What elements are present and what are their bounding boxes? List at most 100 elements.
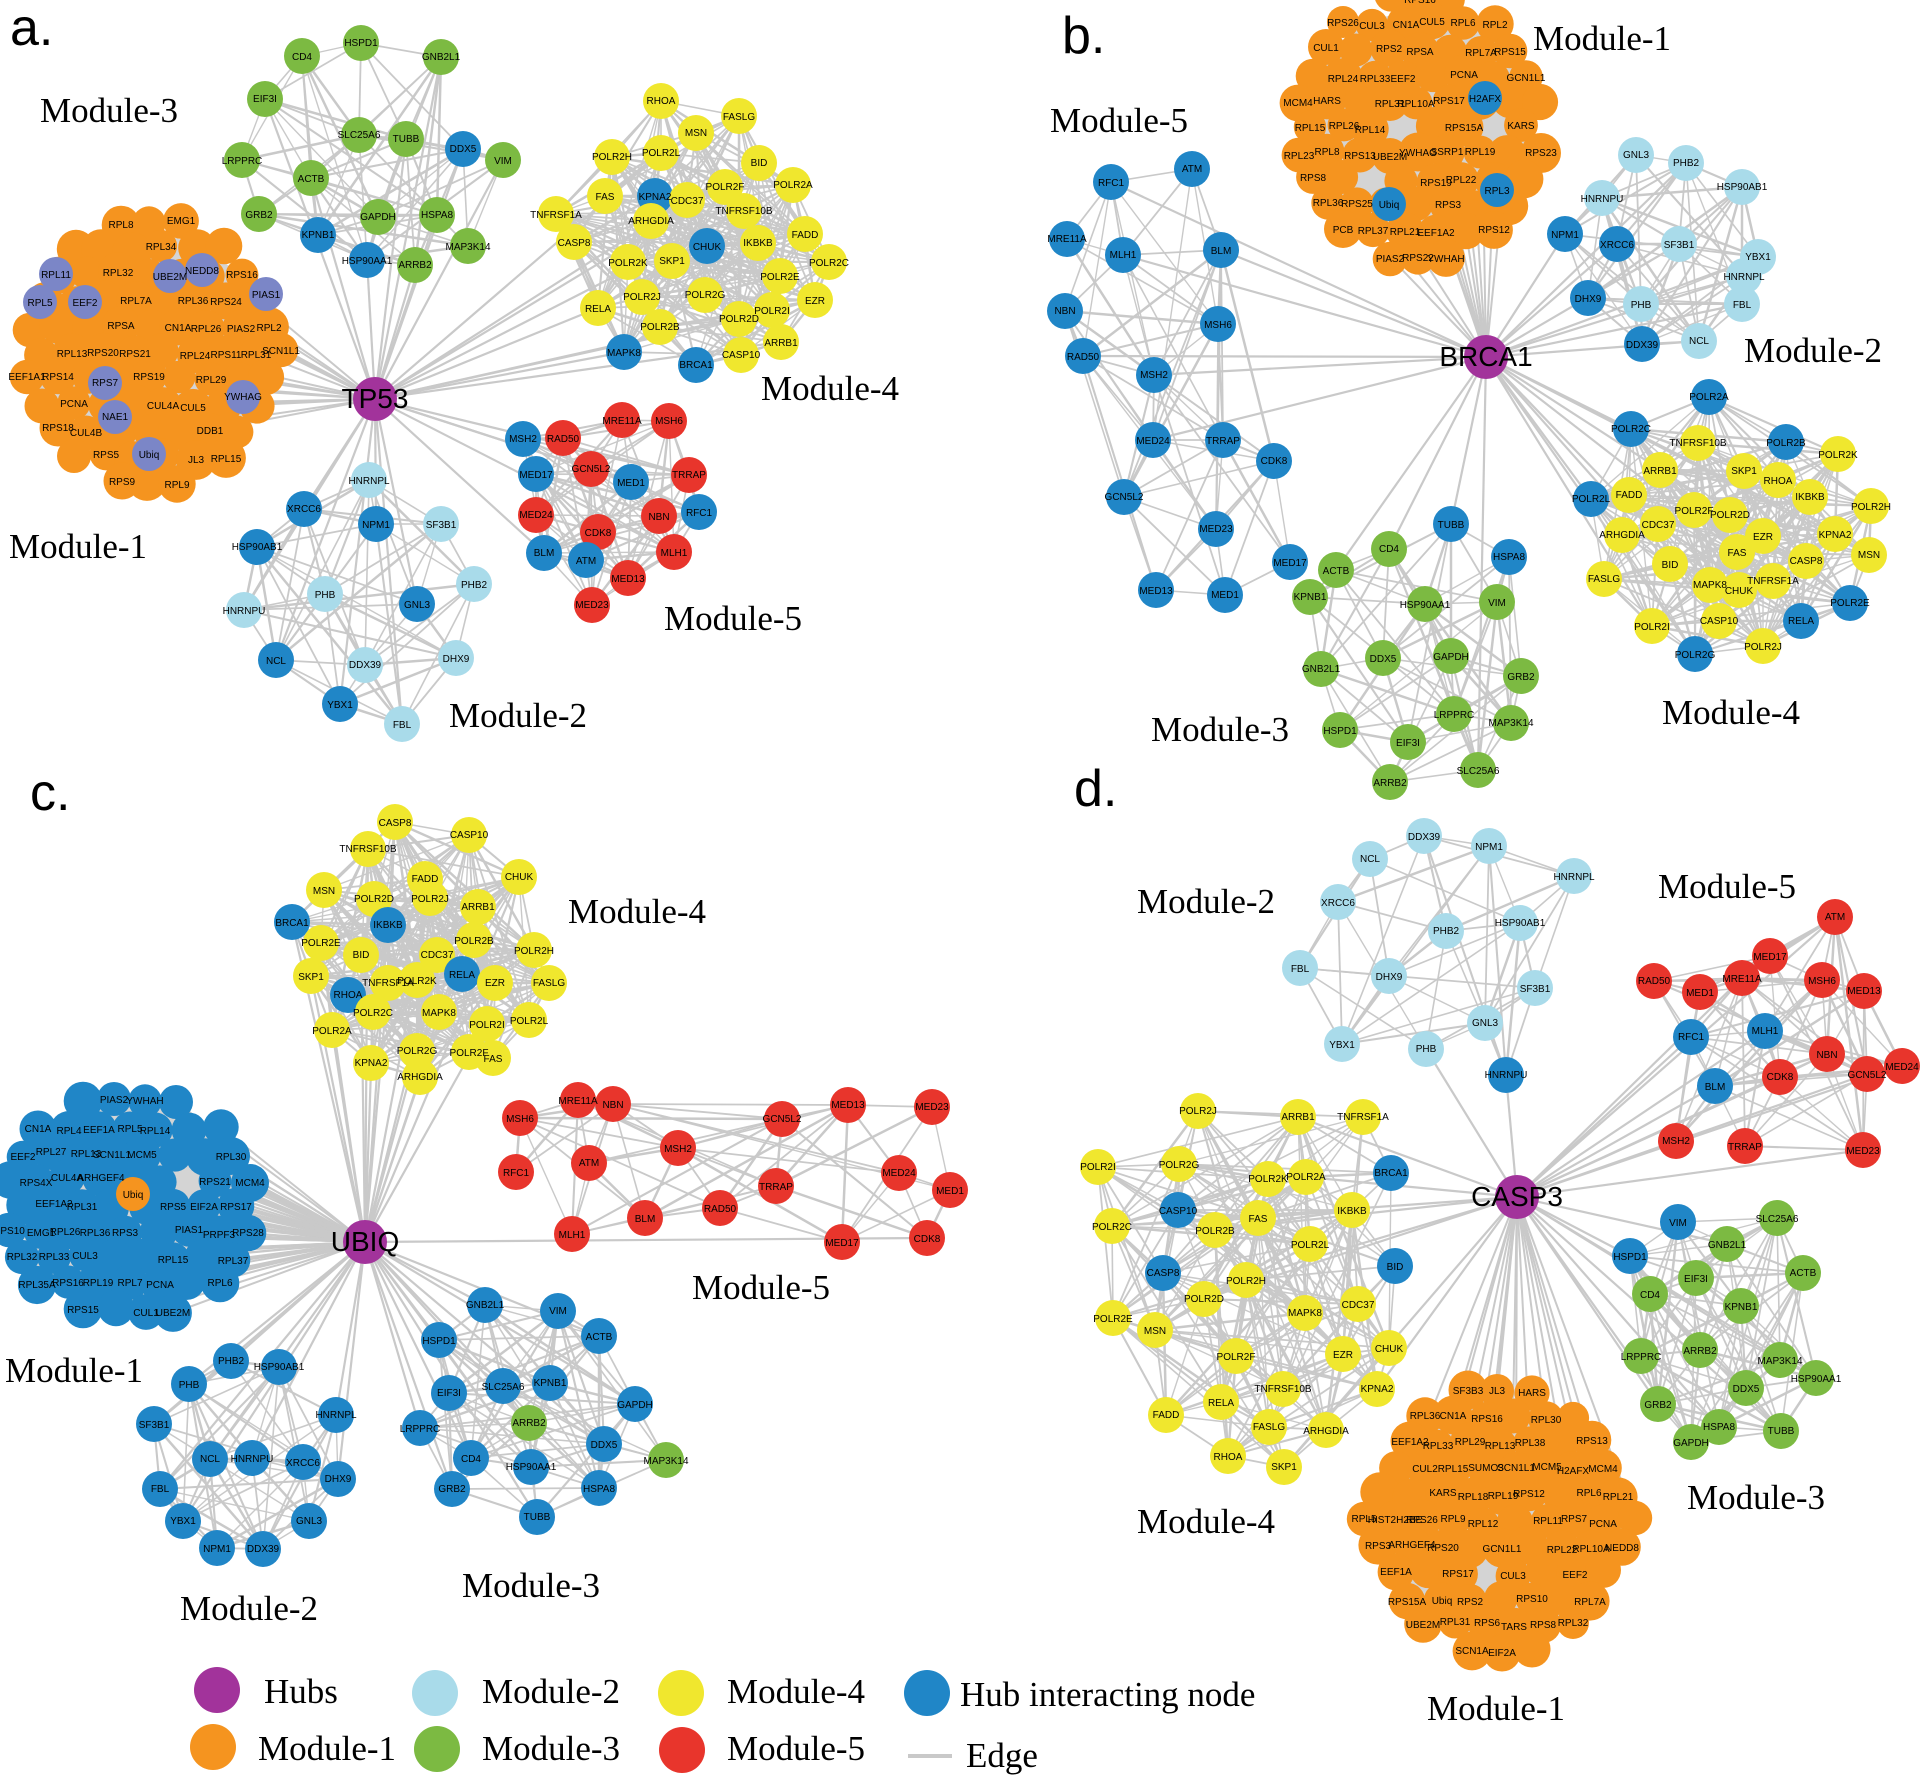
svg-text:BLM: BLM	[635, 1214, 656, 1225]
svg-text:Module-5: Module-5	[664, 599, 802, 638]
svg-text:DDX39: DDX39	[1626, 340, 1659, 351]
svg-text:POLR2C: POLR2C	[1092, 1222, 1132, 1233]
svg-text:FASLG: FASLG	[723, 112, 755, 123]
svg-text:SF3B3: SF3B3	[1453, 1386, 1484, 1397]
svg-text:MSN: MSN	[313, 886, 335, 897]
svg-text:PIAS1: PIAS1	[175, 1225, 204, 1236]
svg-text:RPS6: RPS6	[1474, 1618, 1501, 1629]
svg-text:RPL15: RPL15	[158, 1255, 189, 1266]
svg-text:GAPDH: GAPDH	[1433, 652, 1469, 663]
svg-text:RPS16: RPS16	[226, 270, 258, 281]
svg-text:HSP90AB1: HSP90AB1	[254, 1362, 305, 1373]
svg-text:GCN5L2: GCN5L2	[763, 1114, 802, 1125]
svg-text:RPL13: RPL13	[71, 1149, 102, 1160]
svg-text:EEF1A2: EEF1A2	[1417, 228, 1455, 239]
svg-text:CDK8: CDK8	[1261, 456, 1288, 467]
svg-text:RPS5: RPS5	[160, 1202, 187, 1213]
svg-text:KPNA2: KPNA2	[639, 192, 672, 203]
svg-text:TP53: TP53	[342, 383, 409, 414]
svg-text:ARHGEF4: ARHGEF4	[1388, 1540, 1436, 1551]
svg-text:RPS5: RPS5	[93, 450, 120, 461]
svg-text:Module-1: Module-1	[1427, 1689, 1565, 1728]
svg-text:FBL: FBL	[393, 720, 412, 731]
svg-text:Module-1: Module-1	[9, 527, 147, 566]
svg-text:MCM4: MCM4	[1588, 1464, 1618, 1475]
svg-text:MED1: MED1	[617, 478, 645, 489]
svg-text:RPL31: RPL31	[1440, 1617, 1471, 1628]
svg-text:ARRB1: ARRB1	[764, 338, 798, 349]
svg-text:POLR2G: POLR2G	[1675, 650, 1716, 661]
svg-text:NBN: NBN	[1054, 306, 1075, 317]
svg-text:DHX9: DHX9	[325, 1474, 352, 1485]
svg-text:RAD50: RAD50	[704, 1204, 737, 1215]
svg-text:RFC1: RFC1	[1678, 1032, 1705, 1043]
svg-text:MLH1: MLH1	[559, 1230, 586, 1241]
svg-text:FADD: FADD	[1153, 1410, 1180, 1421]
svg-text:RPL32: RPL32	[103, 268, 134, 279]
svg-text:RPS26: RPS26	[1406, 1515, 1438, 1526]
svg-text:PCNA: PCNA	[60, 399, 88, 410]
svg-text:EEF1A: EEF1A	[83, 1125, 115, 1136]
svg-text:ARHGEF4: ARHGEF4	[77, 1173, 125, 1184]
svg-text:EIF3I: EIF3I	[1684, 1274, 1708, 1285]
svg-text:MSH2: MSH2	[664, 1144, 692, 1155]
svg-text:RPL14: RPL14	[1355, 125, 1386, 136]
svg-text:EIF2A: EIF2A	[1488, 1648, 1516, 1659]
svg-text:RPS17: RPS17	[220, 1202, 252, 1213]
svg-text:RPSA: RPSA	[1406, 47, 1434, 58]
svg-text:POLR2A: POLR2A	[312, 1026, 352, 1037]
svg-text:EEF1A: EEF1A	[1380, 1567, 1412, 1578]
svg-text:HSPD1: HSPD1	[422, 1336, 456, 1347]
svg-text:POLR2F: POLR2F	[706, 182, 745, 193]
svg-text:TNFRSF10B: TNFRSF10B	[1254, 1384, 1312, 1395]
svg-text:RPS10: RPS10	[0, 1226, 25, 1237]
svg-text:FAS: FAS	[1728, 548, 1747, 559]
svg-text:POLR2H: POLR2H	[592, 152, 632, 163]
svg-text:CN1A: CN1A	[1440, 1411, 1467, 1422]
svg-text:UBE2M: UBE2M	[156, 1308, 190, 1319]
svg-text:RAD50: RAD50	[547, 434, 580, 445]
svg-text:TRRAP: TRRAP	[1728, 1142, 1762, 1153]
svg-text:RPL35A: RPL35A	[18, 1280, 56, 1291]
svg-text:Module-4: Module-4	[761, 369, 899, 408]
svg-text:FASLG: FASLG	[1253, 1422, 1285, 1433]
svg-text:ACTB: ACTB	[1323, 566, 1350, 577]
svg-text:EIF2A: EIF2A	[190, 1202, 218, 1213]
svg-text:PHB: PHB	[1631, 300, 1652, 311]
svg-text:RPL10A: RPL10A	[1572, 1544, 1610, 1555]
svg-text:DDX5: DDX5	[591, 1440, 618, 1451]
svg-text:CD4: CD4	[292, 52, 312, 63]
svg-text:EEF2: EEF2	[1562, 1570, 1587, 1581]
svg-text:POLR2K: POLR2K	[1818, 450, 1858, 461]
svg-text:YWHAG: YWHAG	[224, 392, 262, 403]
svg-text:HNRNPL: HNRNPL	[1553, 872, 1595, 883]
svg-text:MED13: MED13	[831, 1100, 865, 1111]
svg-text:RPL9: RPL9	[1440, 1514, 1465, 1525]
svg-text:ARHGDIA: ARHGDIA	[1303, 1426, 1349, 1437]
svg-text:RPS2: RPS2	[1457, 1597, 1484, 1608]
svg-text:RPS21: RPS21	[199, 1177, 231, 1188]
svg-text:RPL29: RPL29	[196, 375, 227, 386]
svg-text:KARS: KARS	[1507, 121, 1535, 132]
svg-text:Module-2: Module-2	[180, 1589, 318, 1628]
svg-text:NBN: NBN	[602, 1100, 623, 1111]
svg-text:EZR: EZR	[485, 978, 505, 989]
svg-text:CD4: CD4	[1379, 544, 1399, 555]
svg-text:POLR2H: POLR2H	[514, 946, 554, 957]
svg-text:RPL34: RPL34	[146, 242, 177, 253]
svg-text:CASP10: CASP10	[450, 830, 489, 841]
svg-text:MED13: MED13	[1847, 986, 1881, 997]
svg-text:CHUK: CHUK	[505, 872, 534, 883]
svg-text:MED24: MED24	[1136, 436, 1170, 447]
svg-text:TRRAP: TRRAP	[759, 1182, 793, 1193]
svg-text:PCNA: PCNA	[1589, 1519, 1617, 1530]
svg-text:DHX9: DHX9	[1376, 972, 1403, 983]
svg-text:IKBKB: IKBKB	[1337, 1206, 1367, 1217]
svg-text:POLR2K: POLR2K	[608, 258, 648, 269]
svg-text:RPL36: RPL36	[80, 1228, 111, 1239]
svg-text:HSP90AA1: HSP90AA1	[342, 256, 393, 267]
svg-text:RPL32: RPL32	[1558, 1618, 1589, 1629]
svg-text:TNFRSF1A: TNFRSF1A	[362, 978, 414, 989]
svg-text:POLR2L: POLR2L	[510, 1016, 549, 1027]
svg-text:YBX1: YBX1	[1329, 1040, 1355, 1051]
